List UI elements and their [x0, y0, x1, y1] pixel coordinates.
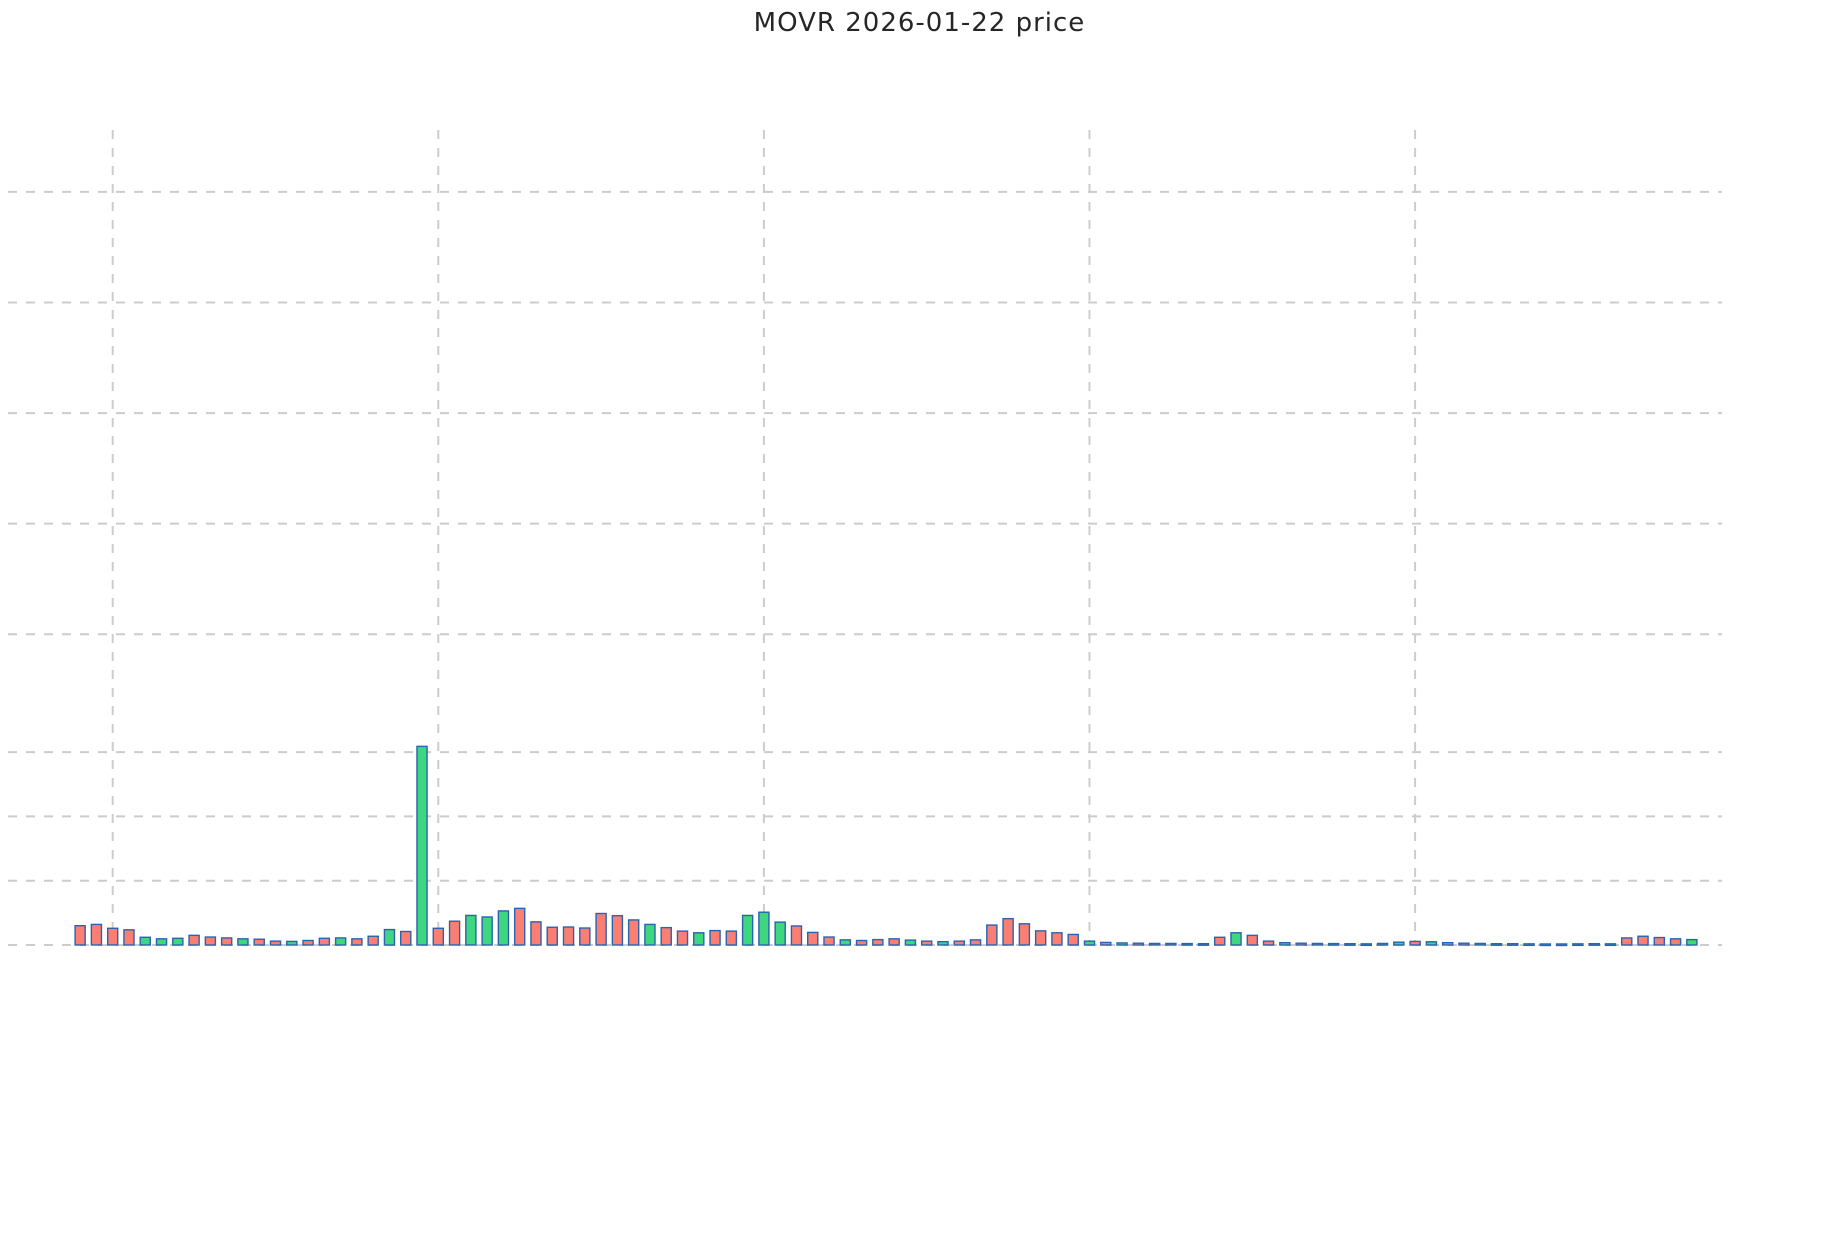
volume-bars — [74, 745, 1698, 947]
chart-title: MOVR 2026-01-22 price — [753, 8, 1086, 38]
grid-lines — [8, 130, 1722, 946]
